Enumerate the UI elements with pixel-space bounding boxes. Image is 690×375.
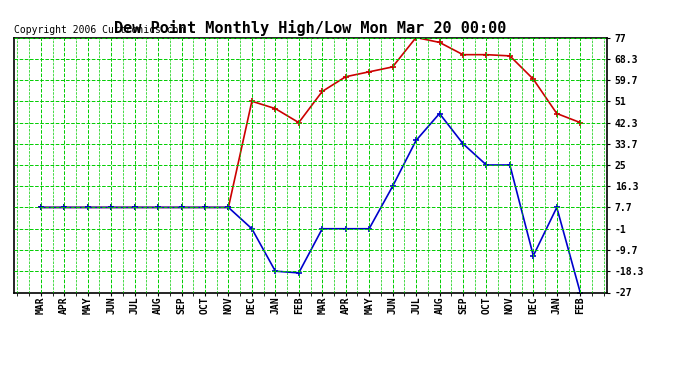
Text: Copyright 2006 Curtronics.com: Copyright 2006 Curtronics.com (14, 25, 184, 35)
Title: Dew Point Monthly High/Low Mon Mar 20 00:00: Dew Point Monthly High/Low Mon Mar 20 00… (115, 20, 506, 36)
